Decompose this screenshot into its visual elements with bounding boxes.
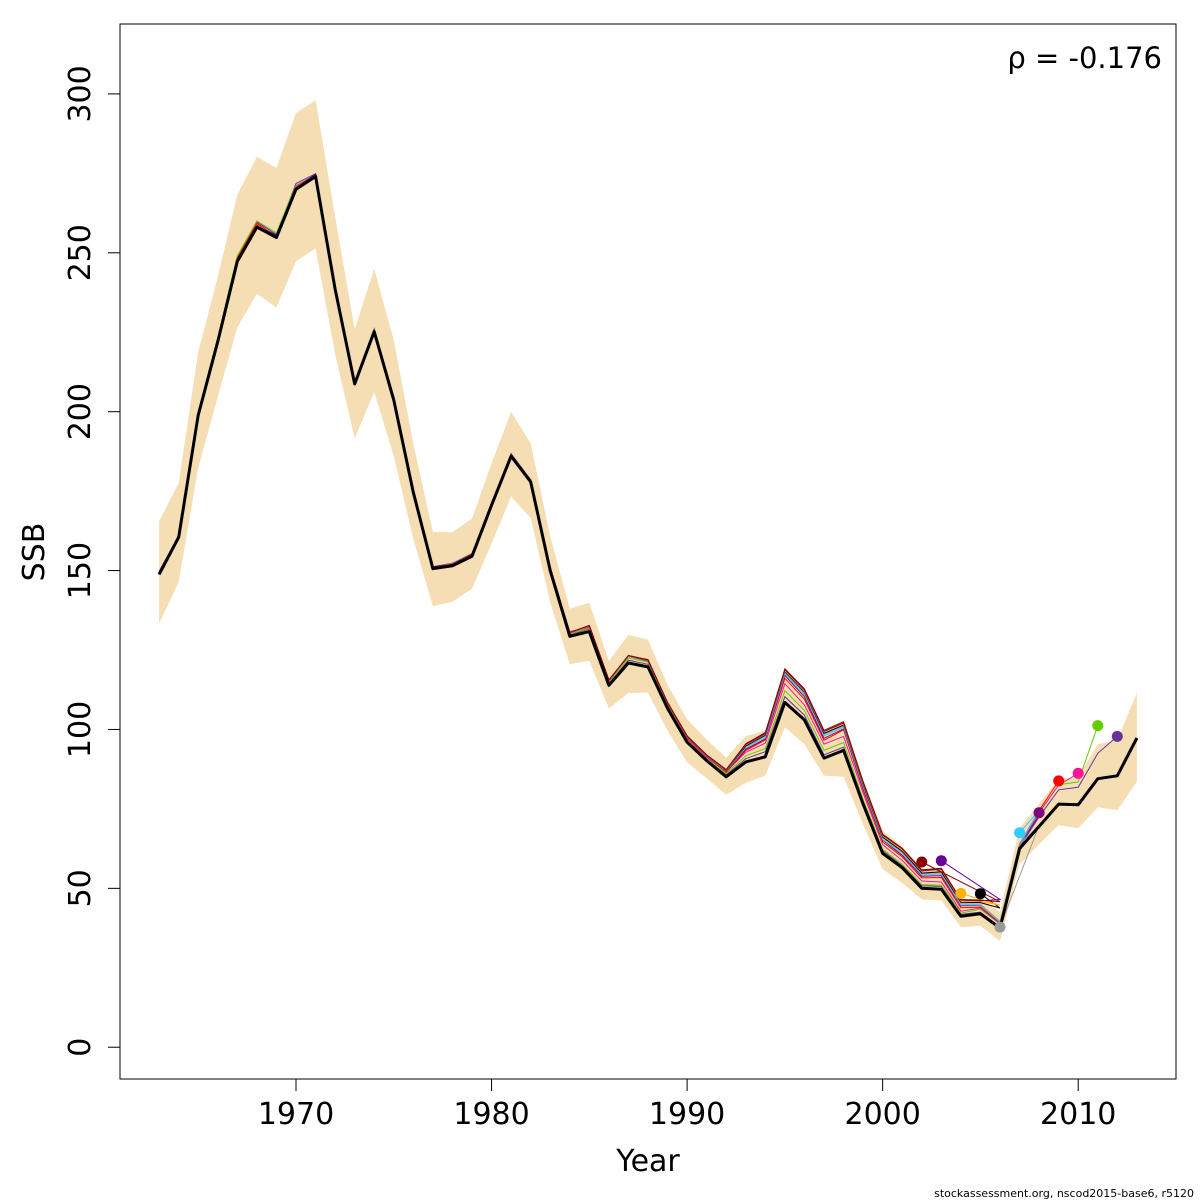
retro-end-point-7	[994, 921, 1006, 933]
y-tick-label: 200	[63, 383, 98, 440]
retro-end-point-4	[1053, 775, 1065, 787]
x-tick-label: 2000	[844, 1097, 920, 1132]
retro-end-point-9	[955, 887, 967, 899]
retro-end-point-1	[1111, 730, 1123, 742]
x-tick-label: 2010	[1040, 1097, 1116, 1132]
retro-end-point-8	[974, 888, 986, 900]
confidence-band-area	[159, 100, 1137, 942]
retro-end-point-2	[1092, 720, 1104, 732]
x-tick-label: 1990	[649, 1097, 725, 1132]
y-tick-label: 150	[63, 542, 98, 599]
y-tick-label: 50	[63, 869, 98, 907]
main-ssb-line	[157, 175, 1139, 930]
confidence-band	[159, 100, 1137, 942]
footer-credit: stockassessment.org, nscod2015-base6, r5…	[934, 1187, 1194, 1200]
retro-end-point-10	[935, 855, 947, 867]
y-tick-label: 0	[63, 1038, 98, 1057]
main-series-group	[157, 175, 1139, 933]
x-tick-label: 1980	[453, 1097, 529, 1132]
x-tick-label: 1970	[258, 1097, 334, 1132]
rho-annotation: ρ = -0.176	[1007, 41, 1162, 75]
retro-end-point-11	[916, 856, 928, 868]
retro-end-point-5	[1033, 807, 1045, 819]
plot-frame	[119, 23, 1177, 1080]
retro-end-point-3	[1072, 767, 1084, 779]
y-tick-label: 300	[63, 65, 98, 122]
axes: 1970 1980 1990 2000 2010 0 50 100 150 200 250 300	[63, 65, 1116, 1132]
y-tick-label: 250	[63, 224, 98, 281]
y-tick-label: 100	[63, 701, 98, 758]
retro-end-point-6	[1014, 827, 1026, 839]
y-axis-title: SSB	[17, 523, 52, 582]
x-axis-title: Year	[615, 1144, 680, 1179]
